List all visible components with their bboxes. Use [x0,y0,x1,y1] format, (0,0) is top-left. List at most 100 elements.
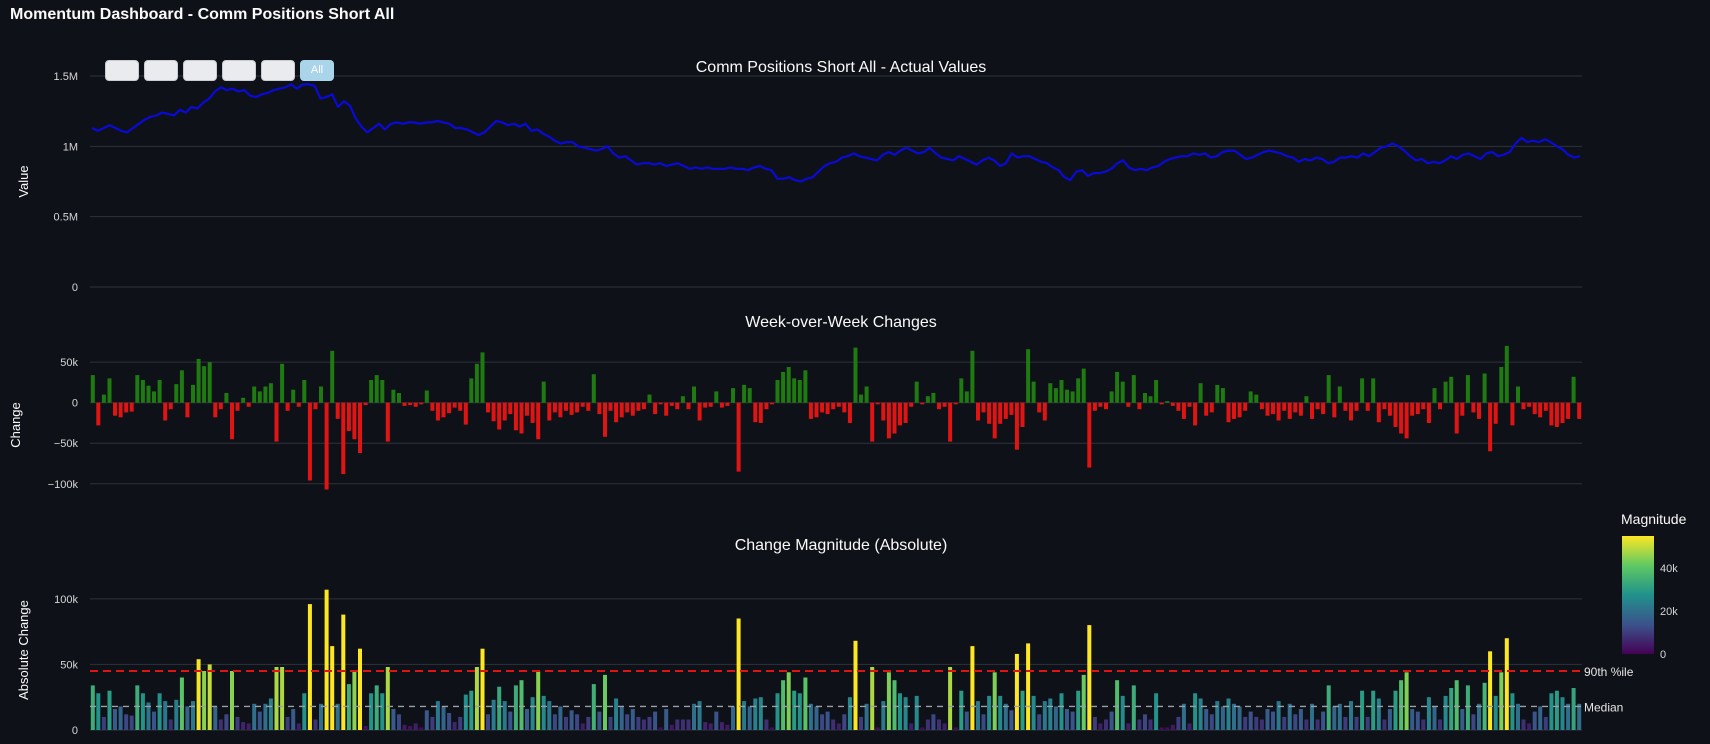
wow-bar [330,350,335,403]
wow-bar [714,391,719,403]
magnitude-bar [1248,711,1253,730]
magnitude-bar [608,716,613,730]
wow-bar [1176,402,1181,411]
wow-bar [230,402,235,440]
wow-bar [920,402,925,405]
range-button-3[interactable] [183,60,217,81]
range-button-all[interactable]: All [300,60,334,81]
wow-bar [608,402,613,411]
magnitude-bar [1560,697,1565,730]
magnitude-bar [1193,693,1198,730]
magnitude-bar [202,671,207,730]
wow-bar [1488,402,1493,452]
magnitude-bar [736,618,741,730]
range-button-2[interactable] [144,60,178,81]
range-button-1[interactable] [105,60,139,81]
magnitude-bar [658,727,663,730]
magnitude-bar [976,701,981,730]
colorbar-title: Magnitude [1621,511,1687,527]
magnitude-bar [358,648,363,730]
wow-bar [1120,381,1125,403]
magnitude-bar [1009,710,1014,730]
magnitude-bar [463,694,468,730]
magnitude-bar [998,695,1003,730]
magnitude-bar [129,715,134,730]
wow-bar [174,384,179,403]
wow-bar [1232,402,1237,419]
magnitude-bar [1215,701,1220,730]
wow-bar [157,380,162,403]
magnitude-bar [96,693,101,730]
magnitude-bar [1454,680,1459,730]
wow-bar [146,385,151,403]
wow-bar [280,363,285,403]
wow-bar [1421,402,1426,410]
wow-bar [424,390,429,403]
range-button-5[interactable] [261,60,295,81]
wow-bar [831,402,836,410]
wow-bar [1276,402,1281,421]
magnitude-bar [731,706,736,730]
wow-bar [241,397,246,403]
magnitude-bar [948,667,953,730]
magnitude-bar [1566,703,1571,730]
wow-bar [1165,401,1170,403]
wow-bar [1560,402,1565,423]
wow-bar [1059,380,1064,403]
magnitude-bar [1432,706,1437,730]
wow-bar [747,388,752,403]
magnitude-bar [452,722,457,730]
magnitude-bar [641,719,646,730]
wow-bar [1053,388,1058,403]
wow-bar [925,396,930,403]
magnitude-bar [352,671,357,730]
wow-bar [686,402,691,410]
magnitude-bar [680,719,685,730]
wow-bar [1566,402,1571,419]
wow-bar [1499,367,1504,403]
y-axis-label-magnitude: Absolute Change [16,600,31,700]
magnitude-bar [1577,703,1582,730]
wow-bar [742,384,747,403]
range-button-4[interactable] [222,60,256,81]
wow-bar [1026,349,1031,403]
magnitude-bar [1521,719,1526,730]
wow-bar [1360,378,1365,403]
magnitude-bar [875,727,880,730]
wow-bar [218,402,223,410]
wow-bar [775,380,780,403]
wow-bar [346,402,351,432]
magnitude-bar [263,703,268,730]
magnitude-bar [586,716,591,730]
magnitude-bar [525,709,530,730]
wow-bar [113,402,118,416]
magnitude-bar [435,701,440,730]
magnitude-bar [419,727,424,730]
magnitude-bar [758,697,763,730]
wow-bar [580,402,585,407]
magnitude-bar [1098,723,1103,730]
series-line-actual [91,83,1581,183]
magnitude-bar [335,703,340,730]
magnitude-bar [775,693,780,730]
magnitude-bar [1059,693,1064,730]
wow-bar [1354,402,1359,411]
wow-bar [1510,402,1515,426]
wow-bar [680,396,685,403]
wow-bar [302,380,307,403]
wow-bar [1554,402,1559,427]
magnitude-bar [424,710,429,730]
magnitude-bar [686,719,691,730]
wow-bar [842,402,847,413]
wow-bar [140,380,145,403]
magnitude-bar [675,719,680,730]
wow-bar [1365,402,1370,411]
magnitude-bar [920,727,925,730]
y-tick-label: 0 [72,282,78,294]
magnitude-bar [90,685,95,730]
magnitude-bar [491,699,496,730]
magnitude-bar [168,719,173,730]
magnitude-bar [1493,695,1498,730]
magnitude-bar [859,716,864,730]
wow-bar [898,402,903,426]
